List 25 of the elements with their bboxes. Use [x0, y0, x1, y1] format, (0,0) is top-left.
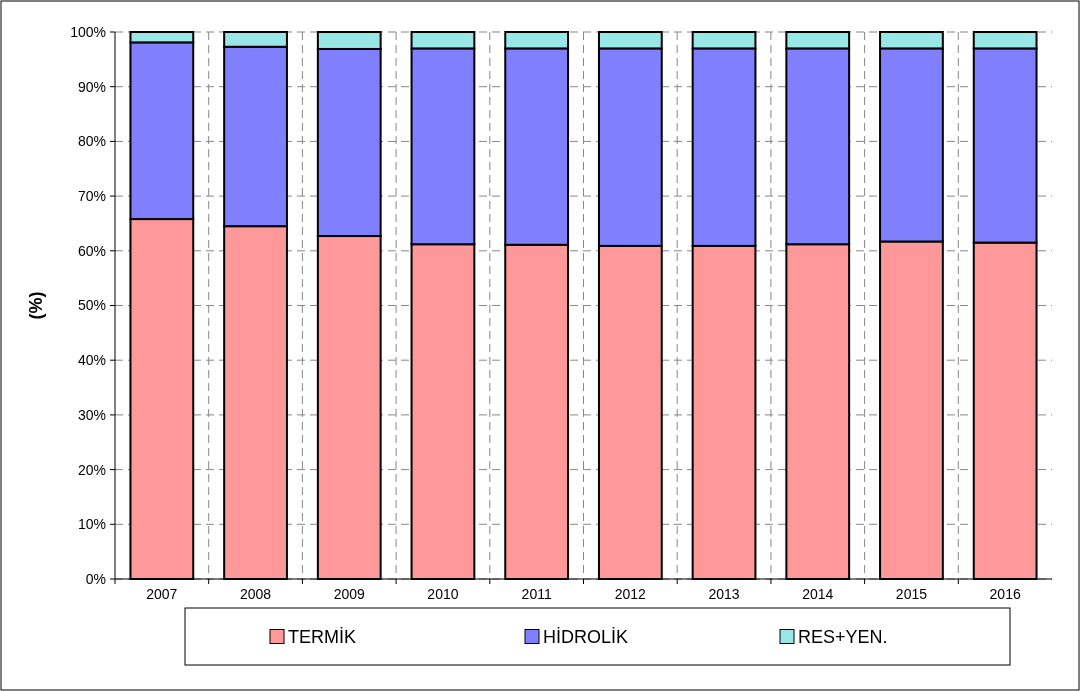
- x-tick-label: 2016: [989, 586, 1021, 602]
- y-tick-label: 90%: [77, 78, 106, 95]
- y-tick-label: 80%: [77, 133, 106, 150]
- x-tick-label: 2007: [146, 586, 178, 602]
- y-tick-label: 10%: [77, 516, 106, 533]
- y-axis-title: (%): [26, 291, 46, 320]
- legend-label: RES+YEN.: [798, 626, 888, 647]
- y-tick-label: 100%: [70, 23, 106, 40]
- legend-label: TERMİK: [288, 626, 357, 647]
- x-tick-label: 2008: [239, 586, 272, 602]
- y-tick-label: 60%: [77, 242, 106, 259]
- x-tick-label: 2009: [333, 586, 366, 602]
- y-tick-label: 0%: [85, 570, 106, 587]
- y-tick-label: 70%: [77, 188, 106, 204]
- y-tick-label: 40%: [77, 352, 106, 369]
- x-tick-label: 2011: [521, 586, 552, 602]
- legend-label: HİDROLİK: [543, 626, 629, 647]
- x-tick-label: 2014: [802, 586, 834, 602]
- y-tick-label: 20%: [77, 461, 106, 478]
- x-tick-label: 2012: [614, 586, 647, 602]
- y-tick-label: 30%: [77, 406, 106, 423]
- x-tick-label: 2015: [895, 586, 928, 602]
- y-tick-label: 50%: [77, 297, 106, 314]
- x-tick-label: 2010: [427, 586, 459, 602]
- x-tick-label: 2013: [708, 586, 740, 602]
